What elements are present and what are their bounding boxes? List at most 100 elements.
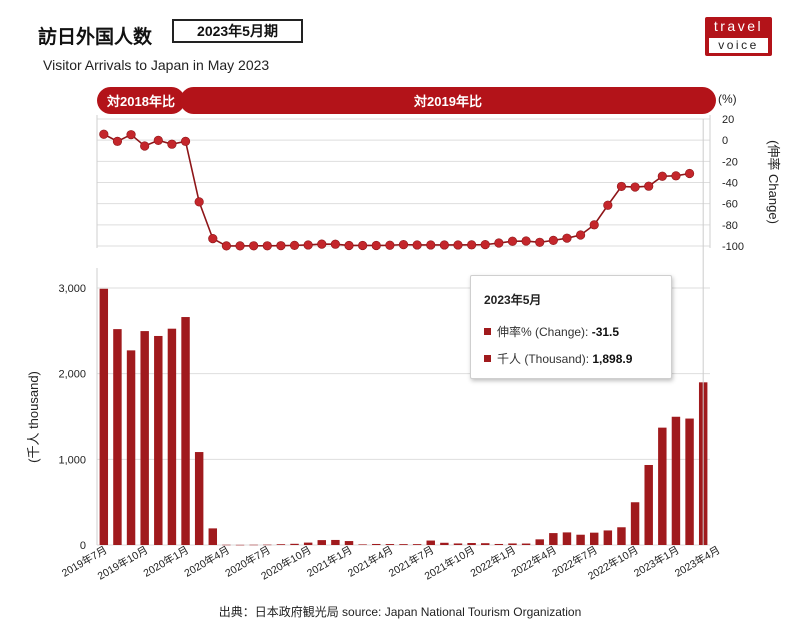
line-point [439,240,449,250]
thousand-swatch [484,355,491,362]
bar-series [99,119,708,546]
tooltip-thousand-row: 千人 (Thousand): 1,898.9 [484,350,632,367]
bar [385,544,395,545]
bar-y-tick-label: 0 [80,540,86,552]
bar [617,527,626,545]
line-point [289,240,300,250]
line-point [671,171,681,181]
banner-2019: 対2019年比 [180,87,716,114]
line-point [480,240,490,250]
x-tick-label: 2021年4月 [345,543,395,579]
banner-2018: 対2018年比 [97,87,185,114]
line-y-axis: 20 0 -20 -40 -60 -80 -100 [722,114,744,253]
bar [453,543,463,545]
bar [99,288,109,545]
bar [263,544,272,546]
line-point [644,181,654,191]
bar [235,544,245,546]
line-point [548,235,558,245]
bar [372,543,381,545]
line-point [276,241,286,251]
banner-2018-label: 対2018年比 [106,94,175,109]
line-series [99,129,695,251]
line-point [453,240,463,250]
tooltip-change-value: -31.5 [591,325,620,339]
bar [194,452,204,545]
x-axis-labels: 2019年7月2019年10月2020年1月2020年4月2020年7月2020… [59,543,722,582]
line-point [589,220,599,230]
line-point [167,139,177,149]
bar [181,317,190,545]
bar [249,544,258,546]
bar [589,532,599,545]
bar [126,350,136,545]
banner-2018-bg [97,87,185,114]
banner-2019-label: 対2019年比 [413,94,482,109]
bar [358,544,367,545]
bar [521,543,531,545]
line-point [521,236,531,246]
bar [344,541,354,545]
bar [603,530,613,545]
logo-line1: travel [713,18,764,34]
bar [494,543,504,545]
bar [290,543,299,545]
x-tick-label: 2023年4月 [672,543,722,579]
bar [440,542,449,545]
line-point [562,233,572,243]
line-point [153,135,163,145]
banner-2019-bg [180,87,716,114]
line-point [616,181,627,192]
bar [140,331,149,545]
line-point [603,200,613,210]
line-point [112,136,123,146]
change-swatch [484,328,491,335]
tooltip-change-row: 伸率% (Change): -31.5 [484,323,619,340]
bar [685,418,694,545]
line-point [358,240,368,251]
bar [426,540,435,545]
line-unit-label: (%) [718,92,737,106]
source-note: 出典：日本政府観光局 source: Japan National Touris… [218,605,582,619]
bar [222,544,231,546]
bar [481,543,490,545]
bar [208,528,218,545]
line-point [303,240,313,250]
line-y-tick-label: -60 [722,199,738,211]
line-point [249,241,259,251]
bar [154,335,163,545]
bar-y-axis-title: (千人 thousand) [26,371,41,463]
line-point [194,197,204,207]
line-point [684,168,695,179]
bar [113,329,122,545]
tooltip-thousand-value: 1,898.9 [592,352,633,366]
line-point [385,240,395,250]
line-point [371,240,381,251]
line-y-tick-label: -100 [722,241,744,253]
bar [671,416,681,545]
line-point [180,136,191,146]
line-point [657,171,667,181]
bar [317,540,326,545]
tooltip-title: 2023年5月 [484,293,542,307]
chart-title-en: Visitor Arrivals to Japan in May 2023 [43,57,270,73]
bar [658,427,667,545]
line-y-tick-label: -80 [722,220,738,232]
bar [562,532,572,545]
x-tick-label: 2020年4月 [182,543,232,579]
line-point [575,230,586,240]
bar-y-axis: 0 1,000 2,000 3,000 [58,283,86,552]
bar [467,543,476,545]
bar [549,533,558,545]
line-y-axis-title: (伸率 Change) [766,140,781,224]
line-y-tick-label: -20 [722,156,738,168]
line-point [330,239,340,249]
combo-chart: 対2018年比 対2019年比 (%) 200-20-40-60-80-100 … [26,87,781,583]
line-point [208,233,218,244]
x-tick-label: 2020年1月 [141,543,191,579]
x-tick-label: 2021年1月 [305,543,355,579]
line-point [467,240,477,250]
line-point [344,240,354,251]
line-point [494,238,504,248]
tooltip-thousand-label: 千人 (Thousand): [497,352,593,366]
